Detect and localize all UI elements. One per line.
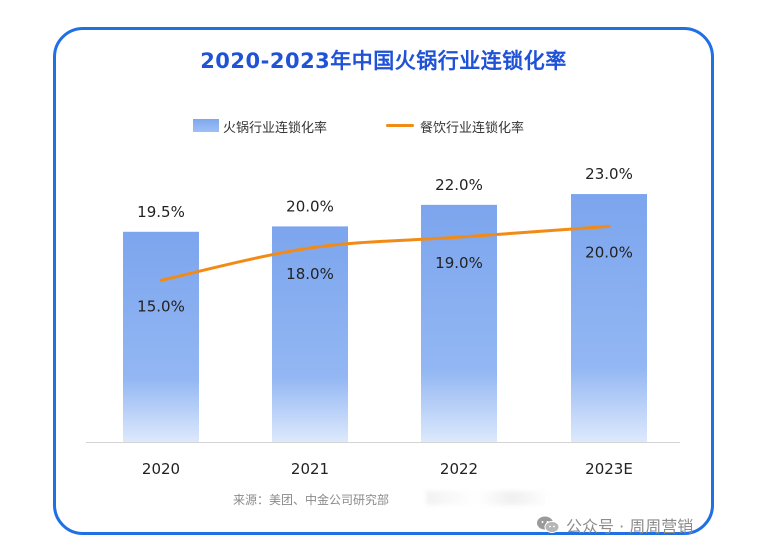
line-value-label: 19.0% (435, 254, 483, 272)
bar-value-label: 23.0% (585, 165, 633, 183)
bar-2022 (421, 204, 497, 442)
bar-2021 (272, 226, 348, 442)
wechat-icon (537, 516, 560, 533)
line-value-label: 15.0% (137, 297, 185, 315)
source-note: 来源：美团、中金公司研究部 (233, 493, 390, 507)
chart-title: 2020-2023年中国火锅行业连锁化率 (200, 49, 567, 73)
x-tick-label: 2023E (585, 460, 633, 478)
line-series-catering (159, 224, 611, 282)
legend-swatch-bar (193, 119, 219, 132)
bar-2020 (123, 231, 199, 442)
bar-2023E (571, 194, 647, 442)
line-value-label: 18.0% (286, 265, 334, 283)
x-tick-label: 2020 (142, 460, 180, 478)
x-tick-label: 2022 (440, 460, 478, 478)
legend-label-line: 餐饮行业连锁化率 (420, 121, 525, 136)
line-value-label: 20.0% (585, 243, 633, 261)
watermark-text: 公众号 · 周周营销 (566, 517, 694, 536)
bar-value-label: 22.0% (435, 176, 483, 194)
watermark: 公众号 · 周周营销 (536, 513, 693, 537)
bar-value-label: 20.0% (286, 197, 334, 215)
x-tick-label: 2021 (291, 460, 329, 478)
legend-label-bar: 火锅行业连锁化率 (223, 121, 328, 136)
bar-value-label: 19.5% (137, 203, 185, 221)
redacted-area (426, 491, 550, 505)
legend-swatch-line (386, 124, 414, 127)
